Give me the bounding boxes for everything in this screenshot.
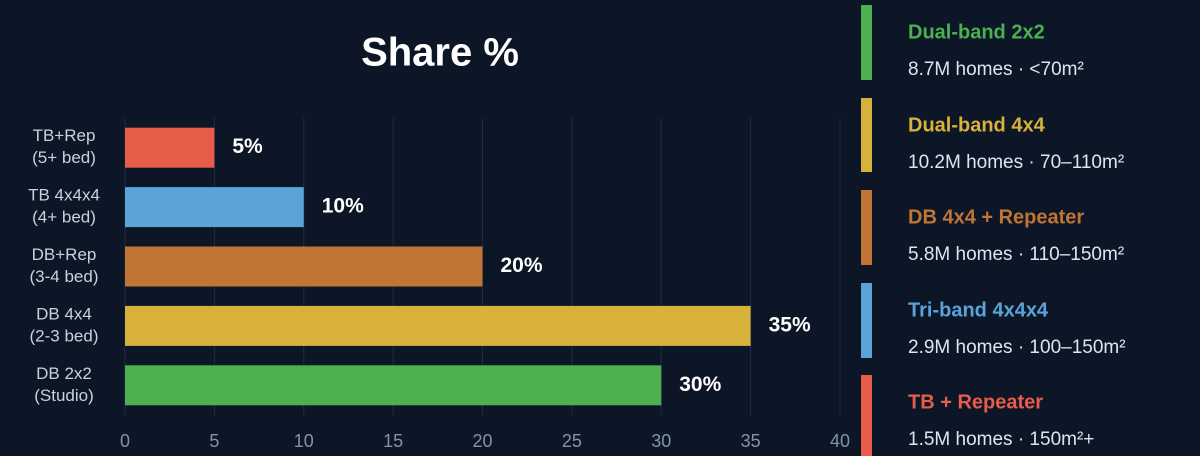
x-tick-label: 20 (472, 431, 492, 451)
y-tick-label: (3-4 bed) (30, 267, 99, 286)
value-label: 30% (679, 373, 721, 396)
y-tick-label: DB 4x4 (36, 304, 92, 323)
chart-title: Share % (361, 31, 519, 75)
x-tick-label: 15 (383, 431, 403, 451)
legend-name: Dual-band 2x2 (908, 21, 1045, 43)
x-tick-label: 25 (562, 431, 582, 451)
value-label: 20% (501, 254, 543, 277)
legend-swatch (861, 375, 872, 456)
legend-detail: 10.2M homes · 70–110m² (908, 152, 1124, 173)
legend-name: TB + Repeater (908, 391, 1043, 413)
value-label: 35% (769, 313, 811, 336)
value-label: 10% (322, 195, 364, 218)
legend-swatch (861, 98, 872, 172)
bar (125, 127, 215, 168)
legend-detail: 5.8M homes · 110–150m² (908, 244, 1124, 265)
y-tick-label: (5+ bed) (32, 148, 96, 167)
bar (125, 187, 304, 228)
y-tick-label: DB 2x2 (36, 364, 92, 383)
y-tick-label: DB+Rep (32, 245, 97, 264)
legend-name: Dual-band 4x4 (908, 114, 1046, 136)
legend-name: Tri-band 4x4x4 (908, 299, 1049, 321)
legend-detail: 1.5M homes · 150m²+ (908, 429, 1094, 450)
x-tick-label: 35 (741, 431, 761, 451)
legend-swatch (861, 5, 872, 80)
y-tick-label: TB+Rep (33, 126, 96, 145)
y-tick-label: TB 4x4x4 (28, 186, 100, 205)
bar (125, 246, 483, 287)
y-tick-label: (Studio) (34, 386, 94, 405)
y-tick-label: (4+ bed) (32, 208, 96, 227)
bar (125, 305, 751, 346)
x-tick-label: 5 (209, 431, 219, 451)
legend-name: DB 4x4 + Repeater (908, 206, 1084, 228)
legend-detail: 2.9M homes · 100–150m² (908, 337, 1126, 358)
x-tick-label: 0 (120, 431, 130, 451)
legend-detail: 8.7M homes · <70m² (908, 59, 1084, 80)
legend-swatch (861, 283, 872, 358)
x-tick-label: 40 (830, 431, 850, 451)
x-tick-label: 10 (294, 431, 314, 451)
bar (125, 365, 662, 406)
legend-swatch (861, 190, 872, 265)
x-tick-label: 30 (651, 431, 671, 451)
y-tick-label: (2-3 bed) (30, 326, 99, 345)
value-label: 5% (232, 135, 263, 158)
